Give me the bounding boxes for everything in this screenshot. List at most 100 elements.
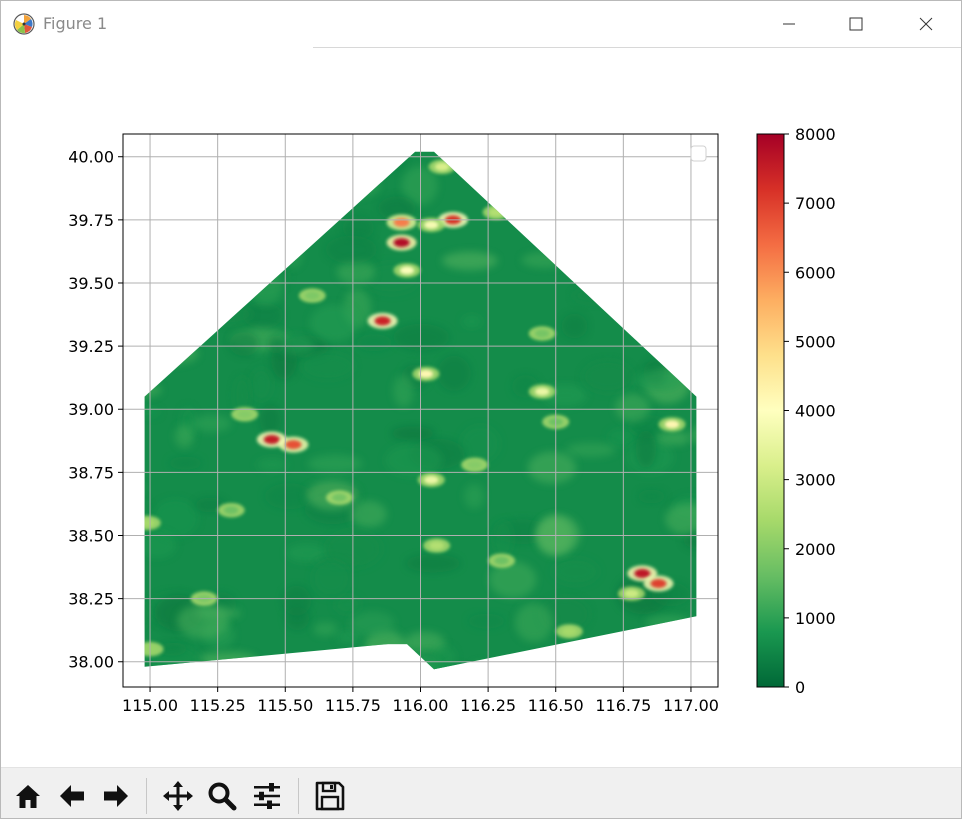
heatmap-cell bbox=[267, 335, 285, 354]
hotspot bbox=[429, 541, 444, 550]
heatmap-cell bbox=[665, 503, 697, 536]
heatmap-cell bbox=[464, 483, 485, 509]
heatmap-cell bbox=[442, 251, 498, 270]
heatmap-cell bbox=[655, 431, 691, 446]
sliders-icon bbox=[254, 783, 280, 809]
heatmap-cell bbox=[385, 444, 443, 477]
heatmap-cell bbox=[325, 529, 383, 569]
heatmap-cell bbox=[307, 454, 363, 473]
heatmap-cell bbox=[229, 332, 259, 356]
home-icon bbox=[16, 785, 40, 808]
hotspot bbox=[634, 568, 651, 578]
hotspot bbox=[535, 387, 550, 396]
title-separator bbox=[313, 47, 961, 48]
heatmap-cell bbox=[356, 334, 393, 352]
x-tick-label: 116.50 bbox=[528, 696, 584, 715]
y-tick-label: 38.25 bbox=[68, 590, 114, 609]
y-tick-label: 38.75 bbox=[68, 463, 114, 482]
heatmap-cell bbox=[460, 425, 501, 463]
hotspot bbox=[535, 329, 550, 338]
x-tick-label: 115.75 bbox=[325, 696, 381, 715]
heatmap-cell bbox=[515, 603, 553, 642]
x-tick-label: 115.00 bbox=[122, 696, 178, 715]
navigation-toolbar bbox=[1, 767, 961, 818]
hotspot bbox=[424, 220, 439, 229]
y-axis: 38.00 38.25 38.50 38.75 39.00 39.25 39.50 39.75… bbox=[68, 148, 123, 672]
heatmap-cell bbox=[312, 559, 351, 598]
x-tick-label: 117.00 bbox=[663, 696, 719, 715]
colorbar-tick-label: 8000 bbox=[795, 125, 836, 144]
colorbar-tick-label: 7000 bbox=[795, 194, 836, 213]
heatmap-cell bbox=[638, 489, 665, 504]
maximize-button[interactable] bbox=[833, 1, 879, 47]
heatmap-cell bbox=[437, 355, 471, 391]
magnifier-icon bbox=[208, 782, 237, 811]
hotspot bbox=[399, 266, 415, 275]
figure-canvas[interactable]: 115.00 115.25 115.50 115.75 116.00 116.25 116.… bbox=[1, 48, 961, 766]
hotspot bbox=[494, 556, 509, 565]
heatmap-cell bbox=[635, 430, 657, 469]
heatmap-cell bbox=[627, 415, 671, 439]
matplotlib-icon bbox=[13, 13, 35, 35]
hotspot bbox=[418, 369, 434, 378]
hotspot bbox=[144, 518, 155, 527]
colorbar-tick-label: 2000 bbox=[795, 540, 836, 559]
heatmap-cell bbox=[634, 369, 684, 392]
heatmap-cell bbox=[393, 374, 414, 408]
heatmap-cell bbox=[608, 428, 636, 448]
x-tick-label: 115.50 bbox=[257, 696, 313, 715]
maximize-icon bbox=[849, 17, 863, 31]
move-icon bbox=[163, 781, 193, 811]
hotspot bbox=[332, 493, 347, 502]
y-tick-label: 40.00 bbox=[68, 148, 114, 167]
window-title: Figure 1 bbox=[43, 14, 108, 33]
minimize-icon bbox=[783, 23, 795, 25]
heatmap-cell bbox=[406, 554, 461, 573]
arrow-left-icon bbox=[60, 785, 84, 807]
forward-button[interactable] bbox=[99, 778, 133, 814]
colorbar-tick-label: 1000 bbox=[795, 609, 836, 628]
x-tick-label: 116.25 bbox=[460, 696, 516, 715]
y-tick-label: 38.50 bbox=[68, 526, 114, 545]
heatmap-cell bbox=[350, 501, 387, 528]
heatmap-cell bbox=[233, 375, 251, 415]
heatmap-cell bbox=[152, 498, 199, 538]
minimize-button[interactable] bbox=[766, 1, 812, 47]
back-button[interactable] bbox=[55, 778, 89, 814]
heatmap-cell bbox=[242, 302, 284, 329]
heatmap-cell bbox=[282, 585, 312, 616]
pan-button[interactable] bbox=[161, 778, 195, 814]
heatmap-cell bbox=[264, 483, 314, 510]
heatmap-cell bbox=[325, 235, 377, 264]
heatmap-cell bbox=[309, 304, 359, 342]
title-bar: Figure 1 bbox=[1, 1, 961, 47]
hotspot bbox=[237, 410, 252, 419]
zoom-button[interactable] bbox=[205, 778, 239, 814]
hotspot bbox=[467, 460, 482, 469]
heatmap-cell bbox=[566, 442, 616, 458]
heatmap-cell bbox=[493, 520, 513, 558]
configure-subplots-button[interactable] bbox=[250, 778, 284, 814]
hotspot bbox=[434, 162, 450, 171]
heatmap-cell bbox=[286, 543, 328, 562]
heatmap-chart[interactable]: 115.00 115.25 115.50 115.75 116.00 116.25 116.… bbox=[1, 48, 961, 766]
colorbar-tick-label: 4000 bbox=[795, 402, 836, 421]
heatmap-cell bbox=[157, 642, 187, 656]
heatmap-cell bbox=[561, 313, 588, 339]
y-tick-label: 39.50 bbox=[68, 274, 114, 293]
heatmap-cell bbox=[393, 323, 450, 351]
grid-lines bbox=[123, 134, 718, 687]
x-axis: 115.00 115.25 115.50 115.75 116.00 116.25 116.… bbox=[122, 687, 719, 715]
heatmap-cell bbox=[192, 414, 232, 432]
heatmap-cell bbox=[300, 352, 355, 381]
save-button[interactable] bbox=[313, 778, 347, 814]
hotspot bbox=[650, 579, 667, 588]
close-icon bbox=[919, 17, 933, 31]
close-button[interactable] bbox=[903, 1, 949, 47]
x-tick-label: 116.00 bbox=[393, 696, 449, 715]
colorbar bbox=[756, 133, 785, 688]
home-button[interactable] bbox=[11, 778, 45, 814]
hotspot bbox=[263, 435, 280, 444]
heatmap-cell bbox=[250, 367, 273, 402]
